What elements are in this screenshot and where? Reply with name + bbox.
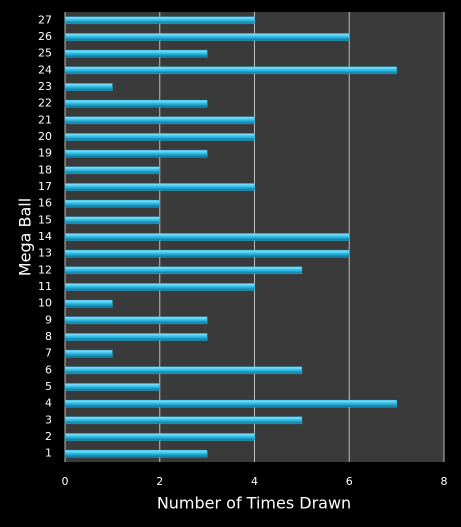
- y-tick-label: 24: [38, 63, 52, 76]
- y-tick-label: 3: [45, 413, 52, 426]
- x-tick-label: 8: [441, 475, 448, 488]
- y-tick-label: 12: [38, 263, 52, 276]
- bar: [64, 266, 303, 275]
- y-tick-label: 27: [38, 13, 52, 26]
- bar: [64, 449, 208, 458]
- y-tick-label: 20: [38, 130, 52, 143]
- x-tick-label: 2: [156, 475, 163, 488]
- bar: [64, 116, 255, 125]
- bar: [64, 149, 208, 158]
- y-tick-label: 11: [38, 280, 52, 293]
- y-tick-label: 4: [45, 397, 52, 410]
- x-tick-label: 6: [346, 475, 353, 488]
- y-tick-label: 14: [38, 230, 52, 243]
- x-axis-title: Number of Times Drawn: [157, 494, 351, 513]
- bar: [64, 249, 350, 258]
- y-tick-label: 7: [45, 347, 52, 360]
- y-tick-label: 19: [38, 147, 52, 160]
- bar: [64, 233, 350, 241]
- y-tick-label: 21: [38, 113, 52, 126]
- y-tick-label: 26: [38, 30, 52, 43]
- bar: [64, 83, 113, 91]
- y-tick-label: 9: [45, 313, 52, 326]
- bar: [64, 216, 160, 225]
- bar: [64, 183, 255, 191]
- y-tick-label: 5: [45, 380, 52, 393]
- y-tick-label: 8: [45, 330, 52, 343]
- bar: [64, 199, 160, 208]
- bar: [64, 33, 350, 41]
- bar: [64, 99, 208, 108]
- bar: [64, 16, 255, 25]
- bar: [64, 416, 303, 425]
- y-tick-label: 6: [45, 363, 52, 376]
- y-tick-label: 22: [38, 97, 52, 110]
- x-tick-label: 4: [251, 475, 258, 488]
- y-tick-label: 23: [38, 80, 52, 93]
- y-tick-label: 25: [38, 47, 52, 60]
- bar: [64, 383, 160, 391]
- bar: [64, 349, 113, 358]
- y-tick-label: 16: [38, 197, 52, 210]
- y-tick-label: 18: [38, 163, 52, 176]
- y-tick-label: 10: [38, 297, 52, 310]
- y-tick-label: 1: [45, 447, 52, 460]
- y-tick-label: 15: [38, 213, 52, 226]
- bar: [64, 433, 255, 441]
- bar: [64, 166, 160, 175]
- bar: [64, 399, 397, 408]
- y-tick-label: 17: [38, 180, 52, 193]
- y-tick-label: 2: [45, 430, 52, 443]
- bar: [64, 299, 113, 308]
- bar: [64, 333, 208, 341]
- bar: [64, 49, 208, 58]
- bar: [64, 283, 255, 291]
- bar: [64, 316, 208, 325]
- y-axis-title: Mega Ball: [16, 198, 35, 276]
- x-tick-label: 0: [62, 475, 69, 488]
- bar: [64, 66, 397, 75]
- bar: [64, 366, 303, 375]
- bar: [64, 133, 255, 141]
- y-tick-label: 13: [38, 247, 52, 260]
